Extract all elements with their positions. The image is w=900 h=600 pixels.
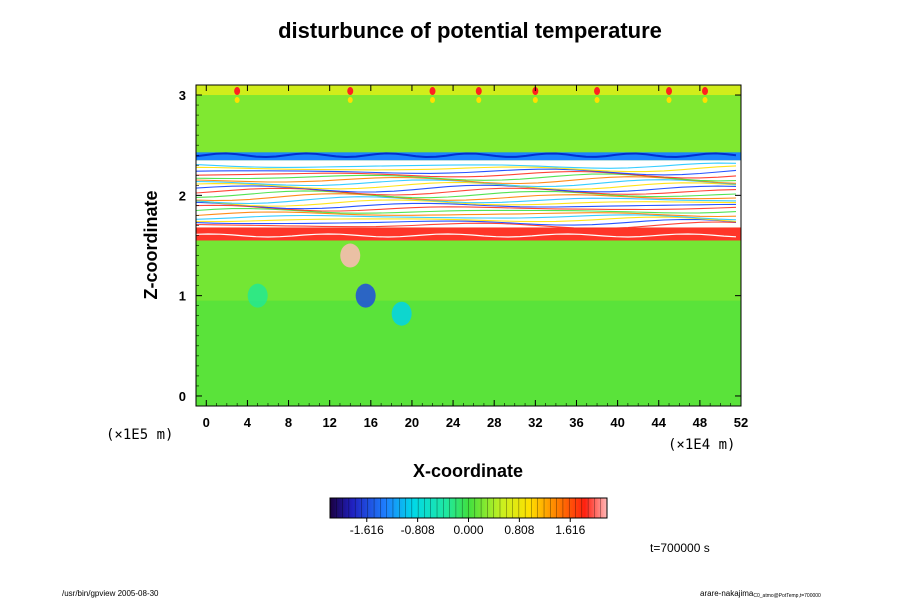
- top-spot-halo: [430, 97, 436, 104]
- x-tick-label: 32: [528, 415, 542, 430]
- x-tick-label: 36: [569, 415, 583, 430]
- top-spot-halo: [532, 97, 538, 104]
- field-feature: [391, 301, 412, 326]
- x-tick-label: 20: [405, 415, 419, 430]
- x-axis-ticks: 0 4 8 12 16 20 24 28 32 36 40 44 48 52: [203, 85, 748, 430]
- field-feature: [340, 243, 361, 268]
- y-tick-label: 1: [179, 289, 186, 304]
- streak-line: [196, 184, 737, 193]
- streak-line: [196, 196, 737, 205]
- field-band: [196, 95, 741, 153]
- streak-line: [196, 208, 737, 214]
- top-spot-halo: [594, 97, 600, 104]
- x-tick-label: 24: [446, 415, 461, 430]
- top-spot: [234, 87, 241, 96]
- field-band: [196, 152, 741, 161]
- top-spot-halo: [234, 97, 240, 104]
- streak-line: [196, 216, 737, 223]
- x-tick-label: 44: [652, 415, 667, 430]
- field-band: [196, 300, 741, 406]
- x-tick-label: 28: [487, 415, 501, 430]
- streak-line: [196, 218, 737, 226]
- top-spot: [347, 87, 354, 96]
- colorbar-tick-label: -0.808: [401, 523, 435, 537]
- colorbar-dividers: [336, 498, 601, 518]
- footer-credit: arare-nakajimaC0_atmo@PotTemp,t=700000: [700, 589, 821, 599]
- band-streaks: [196, 152, 737, 238]
- y-axis-label: Z-coordinate: [141, 190, 161, 299]
- y-tick-label: 3: [179, 88, 186, 103]
- footer-credit-sub: C0_atmo@PotTemp,t=700000: [753, 593, 821, 599]
- streak-line: [196, 211, 737, 218]
- field-feature: [355, 283, 376, 308]
- x-tick-label: 0: [203, 415, 210, 430]
- field-features: [247, 243, 412, 326]
- field-band: [196, 85, 741, 96]
- streak-line: [196, 181, 737, 190]
- streak-line: [196, 176, 737, 185]
- x-tick-label: 16: [364, 415, 378, 430]
- streak-line: [196, 170, 737, 179]
- x-tick-label: 52: [734, 415, 748, 430]
- streak-line: [196, 162, 737, 169]
- chart-title: disturbunce of potential temperature: [278, 18, 662, 43]
- y-tick-label: 0: [179, 389, 186, 404]
- streak-line: [196, 193, 737, 202]
- top-spot-halo: [666, 97, 672, 104]
- streak-line: [196, 187, 737, 196]
- y-axis-unit: (×1E5 m): [106, 427, 173, 443]
- colorbar-tick-label: -1.616: [350, 523, 384, 537]
- x-tick-label: 48: [693, 415, 707, 430]
- top-spots: [234, 87, 709, 104]
- colorbar-tick-label: 0.000: [453, 523, 483, 537]
- field-band: [196, 227, 741, 241]
- top-spot: [429, 87, 436, 96]
- top-spot-halo: [702, 97, 708, 104]
- x-axis-label: X-coordinate: [413, 461, 523, 481]
- colorbar-tick-label: 0.808: [504, 523, 534, 537]
- x-tick-label: 4: [244, 415, 252, 430]
- streak-line: [196, 201, 737, 210]
- streak-line: [196, 199, 737, 207]
- streak-line: [196, 190, 737, 199]
- field-bands: [196, 85, 741, 406]
- footer-credit-main: arare-nakajima: [700, 589, 754, 598]
- x-tick-label: 12: [322, 415, 336, 430]
- top-spot: [475, 87, 482, 96]
- streak-line: [196, 221, 737, 229]
- top-spot: [702, 87, 709, 96]
- heatmap-field: [196, 85, 741, 406]
- top-spot: [594, 87, 601, 96]
- streak-line: [196, 168, 737, 176]
- field-band: [196, 240, 741, 301]
- y-tick-label: 2: [179, 188, 186, 203]
- streak-line: [196, 165, 737, 173]
- top-spot-halo: [347, 97, 353, 104]
- y-axis-ticks: 0 1 2 3: [179, 88, 741, 404]
- x-tick-label: 8: [285, 415, 292, 430]
- field-feature: [247, 283, 268, 308]
- colorbar-tick-label: 1.616: [555, 523, 585, 537]
- streak-line: [196, 214, 737, 221]
- time-label: t=700000 s: [650, 541, 710, 555]
- top-spot: [532, 87, 539, 96]
- upper-layer-line: [196, 152, 737, 159]
- colorbar-ticks: -1.616 -0.808 0.000 0.808 1.616: [350, 518, 586, 537]
- top-spot-halo: [476, 97, 482, 104]
- footer-command: /usr/bin/gpview 2005-08-30: [62, 589, 159, 598]
- layer-edge: [196, 233, 737, 238]
- top-spot: [666, 87, 673, 96]
- x-tick-label: 40: [610, 415, 624, 430]
- x-axis-unit: (×1E4 m): [668, 437, 735, 453]
